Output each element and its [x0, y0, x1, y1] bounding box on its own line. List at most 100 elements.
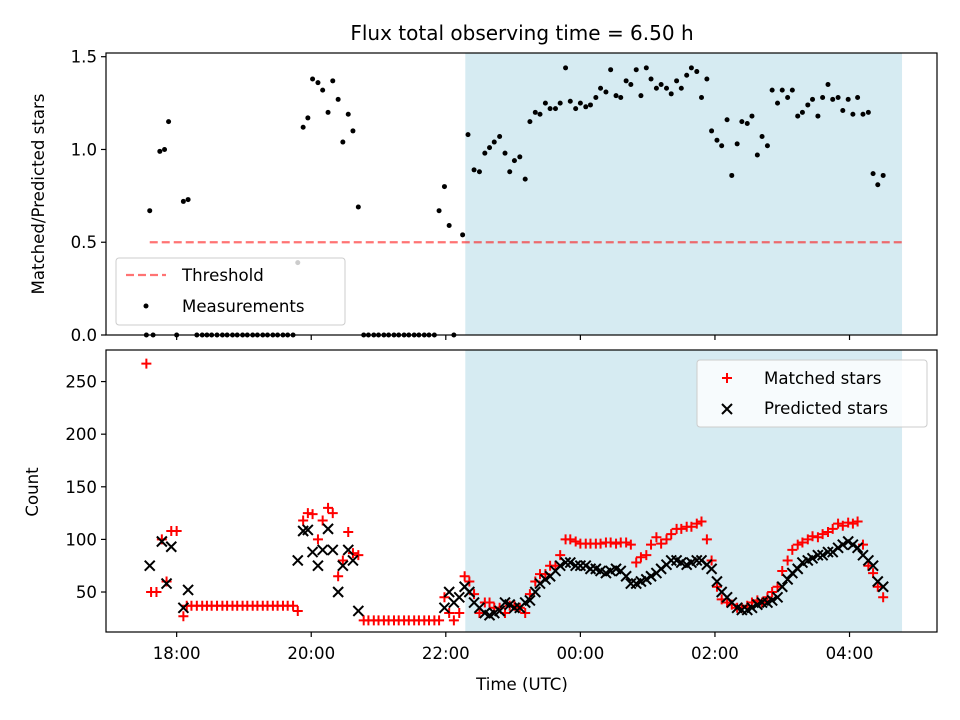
x-tick-label: 02:00: [691, 644, 739, 663]
legend-predicted-label: Predicted stars: [764, 399, 888, 418]
predicted-point: [327, 544, 339, 556]
predicted-point: [312, 560, 324, 572]
matched-point: [353, 550, 364, 561]
measurement-point: [476, 169, 482, 175]
predicted-point: [812, 549, 824, 561]
measurement-point: [355, 204, 361, 210]
matched-point: [448, 615, 459, 626]
predicted-point: [711, 575, 723, 588]
predicted-point: [620, 570, 632, 582]
chart-title: Flux total observing time = 6.50 h: [350, 21, 693, 45]
measurement-point: [678, 85, 684, 91]
count-y-tick-label: 200: [65, 425, 97, 444]
ratio-axes-frame: [105, 52, 938, 336]
matched-point: [151, 587, 162, 598]
matched-point: [837, 520, 848, 531]
measurement-point: [325, 109, 331, 115]
count-y-tick-label: 50: [76, 583, 97, 602]
ratio-y-tick-label: 0.0: [71, 326, 97, 345]
matched-point: [646, 539, 657, 550]
measurement-point: [714, 137, 720, 143]
matched-point: [656, 538, 667, 549]
count-y-tick-label: 100: [65, 530, 97, 549]
ratio-y-axis-label: Matched/Predicted stars: [29, 94, 48, 295]
ratio-observing-window: [465, 53, 903, 335]
measurement-point: [300, 124, 306, 130]
predicted-point: [771, 591, 784, 603]
predicted-point: [822, 546, 834, 558]
measurement-point: [185, 197, 191, 203]
matched-point: [337, 555, 348, 566]
measurement-point: [147, 208, 153, 214]
measurement-point: [460, 232, 466, 238]
ratio-y-tick-label: 1.5: [71, 48, 97, 67]
matched-point: [474, 608, 485, 619]
predicted-point: [493, 605, 506, 617]
predicted-point: [766, 594, 778, 607]
predicted-point: [322, 523, 334, 535]
measurement-point: [350, 128, 356, 134]
count-axes-frame: [105, 349, 938, 633]
x-tick-label: 22:00: [422, 644, 470, 663]
measurement-point: [694, 69, 700, 75]
matched-point: [625, 539, 636, 550]
predicted-point: [306, 546, 319, 558]
measurement-point: [563, 65, 569, 71]
matched-point: [621, 537, 632, 548]
measurement-point: [830, 96, 836, 102]
predicted-point: [292, 554, 304, 567]
predicted-point: [877, 581, 889, 593]
measurement-point: [532, 109, 538, 115]
matched-point: [807, 531, 818, 542]
matched-point: [696, 516, 707, 527]
ratio-y-tick-label: 1.0: [71, 140, 97, 159]
matched-point: [611, 538, 622, 549]
measurement-point: [684, 72, 690, 78]
measurement-point: [709, 128, 715, 134]
predicted-point: [806, 552, 819, 565]
matched-point: [847, 518, 858, 529]
measurement-point: [825, 82, 831, 88]
measurement-point: [724, 117, 730, 123]
measurement-point: [628, 82, 634, 88]
measurement-point: [180, 198, 186, 204]
measurement-point: [845, 96, 851, 102]
matched-point: [459, 571, 470, 582]
predicted-point: [705, 563, 718, 575]
matched-point: [288, 600, 299, 611]
predicted-point: [746, 602, 758, 614]
predicted-point: [453, 591, 465, 603]
x-tick-label: 00:00: [556, 644, 604, 663]
measurement-point: [805, 102, 811, 108]
measurement-point: [785, 95, 791, 101]
matched-point: [792, 539, 803, 550]
measurement-point: [552, 106, 558, 112]
matched-point: [454, 608, 465, 619]
legend-matched-label: Matched stars: [764, 369, 881, 388]
measurement-point: [567, 98, 573, 104]
measurement-point: [340, 139, 346, 145]
predicted-point: [302, 524, 314, 536]
predicted-point: [781, 573, 794, 586]
measurement-point: [598, 85, 604, 91]
matched-point: [565, 534, 576, 545]
predicted-point: [776, 581, 788, 593]
count-y-tick-label: 250: [65, 373, 97, 392]
measurement-point: [729, 172, 735, 178]
matched-point: [343, 527, 354, 538]
measurement-point: [674, 78, 680, 84]
measurement-point: [865, 109, 871, 115]
measurement-point: [166, 119, 172, 125]
predicted-point: [691, 554, 703, 567]
measurement-point: [345, 111, 351, 117]
matched-point: [787, 544, 798, 555]
measurement-point: [557, 100, 563, 106]
predicted-point: [851, 542, 864, 554]
measurement-point: [795, 113, 801, 119]
measurement-point: [880, 172, 886, 178]
matched-point: [843, 517, 854, 528]
measurement-point: [664, 85, 670, 91]
measurement-point: [593, 95, 599, 101]
measurement-point: [860, 111, 866, 117]
